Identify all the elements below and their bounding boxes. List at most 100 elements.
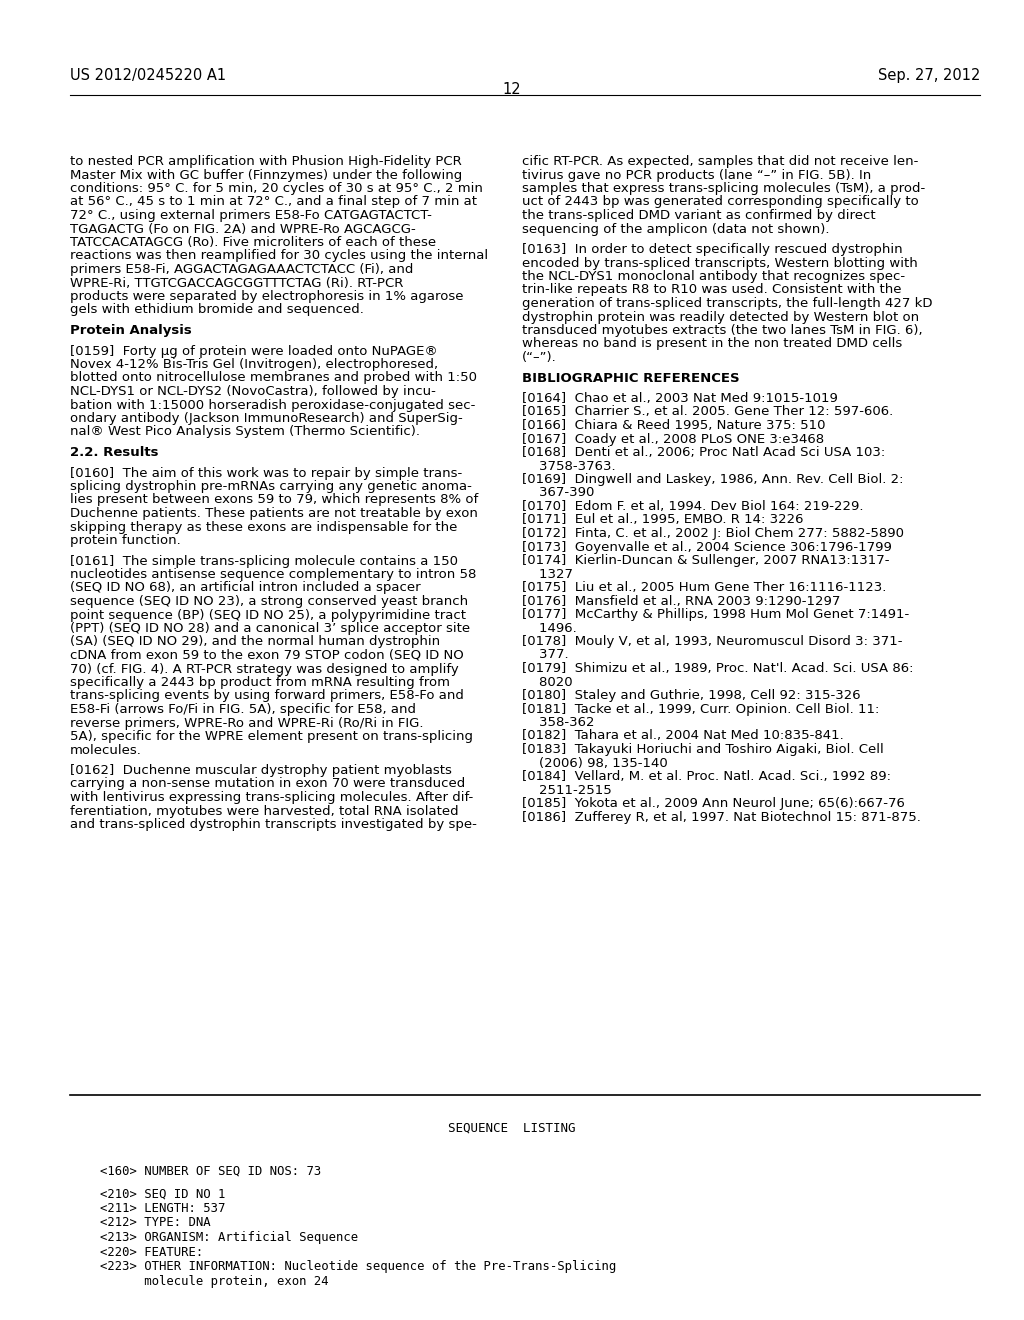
Text: the trans-spliced DMD variant as confirmed by direct: the trans-spliced DMD variant as confirm… xyxy=(522,209,876,222)
Text: (PPT) (SEQ ID NO 28) and a canonical 3’ splice acceptor site: (PPT) (SEQ ID NO 28) and a canonical 3’ … xyxy=(70,622,470,635)
Text: reactions was then reamplified for 30 cycles using the internal: reactions was then reamplified for 30 cy… xyxy=(70,249,488,263)
Text: (SEQ ID NO 68), an artificial intron included a spacer: (SEQ ID NO 68), an artificial intron inc… xyxy=(70,582,421,594)
Text: point sequence (BP) (SEQ ID NO 25), a polypyrimidine tract: point sequence (BP) (SEQ ID NO 25), a po… xyxy=(70,609,466,622)
Text: sequencing of the amplicon (data not shown).: sequencing of the amplicon (data not sho… xyxy=(522,223,829,235)
Text: [0183]  Takayuki Horiuchi and Toshiro Aigaki, Biol. Cell: [0183] Takayuki Horiuchi and Toshiro Aig… xyxy=(522,743,884,756)
Text: 1496.: 1496. xyxy=(522,622,577,635)
Text: to nested PCR amplification with Phusion High-Fidelity PCR: to nested PCR amplification with Phusion… xyxy=(70,154,462,168)
Text: whereas no band is present in the non treated DMD cells: whereas no band is present in the non tr… xyxy=(522,338,902,351)
Text: dystrophin protein was readily detected by Western blot on: dystrophin protein was readily detected … xyxy=(522,310,920,323)
Text: [0182]  Tahara et al., 2004 Nat Med 10:835-841.: [0182] Tahara et al., 2004 Nat Med 10:83… xyxy=(522,730,844,742)
Text: [0177]  McCarthy & Phillips, 1998 Hum Mol Genet 7:1491-: [0177] McCarthy & Phillips, 1998 Hum Mol… xyxy=(522,609,909,620)
Text: nucleotides antisense sequence complementary to intron 58: nucleotides antisense sequence complemen… xyxy=(70,568,476,581)
Text: Protein Analysis: Protein Analysis xyxy=(70,323,191,337)
Text: tivirus gave no PCR products (lane “–” in FIG. 5B). In: tivirus gave no PCR products (lane “–” i… xyxy=(522,169,871,181)
Text: trin-like repeats R8 to R10 was used. Consistent with the: trin-like repeats R8 to R10 was used. Co… xyxy=(522,284,901,297)
Text: specifically a 2443 bp product from mRNA resulting from: specifically a 2443 bp product from mRNA… xyxy=(70,676,450,689)
Text: transduced myotubes extracts (the two lanes TsM in FIG. 6),: transduced myotubes extracts (the two la… xyxy=(522,323,923,337)
Text: molecules.: molecules. xyxy=(70,743,142,756)
Text: [0186]  Zufferey R, et al, 1997. Nat Biotechnol 15: 871-875.: [0186] Zufferey R, et al, 1997. Nat Biot… xyxy=(522,810,921,824)
Text: [0165]  Charrier S., et al. 2005. Gene Ther 12: 597-606.: [0165] Charrier S., et al. 2005. Gene Th… xyxy=(522,405,893,418)
Text: TATCCACATAGCG (Ro). Five microliters of each of these: TATCCACATAGCG (Ro). Five microliters of … xyxy=(70,236,436,249)
Text: at 56° C., 45 s to 1 min at 72° C., and a final step of 7 min at: at 56° C., 45 s to 1 min at 72° C., and … xyxy=(70,195,477,209)
Text: [0163]  In order to detect specifically rescued dystrophin: [0163] In order to detect specifically r… xyxy=(522,243,902,256)
Text: [0169]  Dingwell and Laskey, 1986, Ann. Rev. Cell Biol. 2:: [0169] Dingwell and Laskey, 1986, Ann. R… xyxy=(522,473,903,486)
Text: conditions: 95° C. for 5 min, 20 cycles of 30 s at 95° C., 2 min: conditions: 95° C. for 5 min, 20 cycles … xyxy=(70,182,483,195)
Text: [0167]  Coady et al., 2008 PLoS ONE 3:e3468: [0167] Coady et al., 2008 PLoS ONE 3:e34… xyxy=(522,433,824,446)
Text: 377.: 377. xyxy=(522,648,568,661)
Text: TGAGACTG (Fo on FIG. 2A) and WPRE-Ro AGCAGCG-: TGAGACTG (Fo on FIG. 2A) and WPRE-Ro AGC… xyxy=(70,223,416,235)
Text: 72° C., using external primers E58-Fo CATGAGTACTCT-: 72° C., using external primers E58-Fo CA… xyxy=(70,209,432,222)
Text: [0171]  Eul et al., 1995, EMBO. R 14: 3226: [0171] Eul et al., 1995, EMBO. R 14: 322… xyxy=(522,513,804,527)
Text: [0185]  Yokota et al., 2009 Ann Neurol June; 65(6):667-76: [0185] Yokota et al., 2009 Ann Neurol Ju… xyxy=(522,797,905,810)
Text: 8020: 8020 xyxy=(522,676,572,689)
Text: 70) (cf. FIG. 4). A RT-PCR strategy was designed to amplify: 70) (cf. FIG. 4). A RT-PCR strategy was … xyxy=(70,663,459,676)
Text: (2006) 98, 135-140: (2006) 98, 135-140 xyxy=(522,756,668,770)
Text: <212> TYPE: DNA: <212> TYPE: DNA xyxy=(100,1217,211,1229)
Text: splicing dystrophin pre-mRNAs carrying any genetic anoma-: splicing dystrophin pre-mRNAs carrying a… xyxy=(70,480,472,492)
Text: <220> FEATURE:: <220> FEATURE: xyxy=(100,1246,203,1258)
Text: ferentiation, myotubes were harvested, total RNA isolated: ferentiation, myotubes were harvested, t… xyxy=(70,804,459,817)
Text: US 2012/0245220 A1: US 2012/0245220 A1 xyxy=(70,69,226,83)
Text: uct of 2443 bp was generated corresponding specifically to: uct of 2443 bp was generated correspondi… xyxy=(522,195,919,209)
Text: bation with 1:15000 horseradish peroxidase-conjugated sec-: bation with 1:15000 horseradish peroxida… xyxy=(70,399,475,412)
Text: [0173]  Goyenvalle et al., 2004 Science 306:1796-1799: [0173] Goyenvalle et al., 2004 Science 3… xyxy=(522,540,892,553)
Text: Novex 4-12% Bis-Tris Gel (Invitrogen), electrophoresed,: Novex 4-12% Bis-Tris Gel (Invitrogen), e… xyxy=(70,358,438,371)
Text: [0172]  Finta, C. et al., 2002 J: Biol Chem 277: 5882-5890: [0172] Finta, C. et al., 2002 J: Biol Ch… xyxy=(522,527,904,540)
Text: SEQUENCE  LISTING: SEQUENCE LISTING xyxy=(449,1122,575,1135)
Text: NCL-DYS1 or NCL-DYS2 (NovoCastra), followed by incu-: NCL-DYS1 or NCL-DYS2 (NovoCastra), follo… xyxy=(70,385,436,399)
Text: WPRE-Ri, TTGTCGACCAGCGGTTTCTAG (Ri). RT-PCR: WPRE-Ri, TTGTCGACCAGCGGTTTCTAG (Ri). RT-… xyxy=(70,276,403,289)
Text: carrying a non-sense mutation in exon 70 were transduced: carrying a non-sense mutation in exon 70… xyxy=(70,777,465,791)
Text: [0181]  Tacke et al., 1999, Curr. Opinion. Cell Biol. 11:: [0181] Tacke et al., 1999, Curr. Opinion… xyxy=(522,702,880,715)
Text: Master Mix with GC buffer (Finnzymes) under the following: Master Mix with GC buffer (Finnzymes) un… xyxy=(70,169,462,181)
Text: [0160]  The aim of this work was to repair by simple trans-: [0160] The aim of this work was to repai… xyxy=(70,466,462,479)
Text: (SA) (SEQ ID NO 29), and the normal human dystrophin: (SA) (SEQ ID NO 29), and the normal huma… xyxy=(70,635,440,648)
Text: encoded by trans-spliced transcripts, Western blotting with: encoded by trans-spliced transcripts, We… xyxy=(522,256,918,269)
Text: <213> ORGANISM: Artificial Sequence: <213> ORGANISM: Artificial Sequence xyxy=(100,1232,358,1243)
Text: and trans-spliced dystrophin transcripts investigated by spe-: and trans-spliced dystrophin transcripts… xyxy=(70,818,477,832)
Text: [0168]  Denti et al., 2006; Proc Natl Acad Sci USA 103:: [0168] Denti et al., 2006; Proc Natl Aca… xyxy=(522,446,886,459)
Text: protein function.: protein function. xyxy=(70,535,181,546)
Text: [0180]  Staley and Guthrie, 1998, Cell 92: 315-326: [0180] Staley and Guthrie, 1998, Cell 92… xyxy=(522,689,860,702)
Text: 358-362: 358-362 xyxy=(522,715,595,729)
Text: cific RT-PCR. As expected, samples that did not receive len-: cific RT-PCR. As expected, samples that … xyxy=(522,154,919,168)
Text: [0159]  Forty μg of protein were loaded onto NuPAGE®: [0159] Forty μg of protein were loaded o… xyxy=(70,345,437,358)
Text: Sep. 27, 2012: Sep. 27, 2012 xyxy=(878,69,980,83)
Text: [0179]  Shimizu et al., 1989, Proc. Nat'l. Acad. Sci. USA 86:: [0179] Shimizu et al., 1989, Proc. Nat'l… xyxy=(522,663,913,675)
Text: primers E58-Fi, AGGACTAGAGAAACTCTACC (Fi), and: primers E58-Fi, AGGACTAGAGAAACTCTACC (Fi… xyxy=(70,263,414,276)
Text: [0178]  Mouly V, et al, 1993, Neuromuscul Disord 3: 371-: [0178] Mouly V, et al, 1993, Neuromuscul… xyxy=(522,635,902,648)
Text: generation of trans-spliced transcripts, the full-length 427 kD: generation of trans-spliced transcripts,… xyxy=(522,297,933,310)
Text: [0164]  Chao et al., 2003 Nat Med 9:1015-1019: [0164] Chao et al., 2003 Nat Med 9:1015-… xyxy=(522,392,838,405)
Text: <210> SEQ ID NO 1: <210> SEQ ID NO 1 xyxy=(100,1188,225,1200)
Text: <223> OTHER INFORMATION: Nucleotide sequence of the Pre-Trans-Splicing: <223> OTHER INFORMATION: Nucleotide sequ… xyxy=(100,1261,616,1272)
Text: 2.2. Results: 2.2. Results xyxy=(70,446,159,459)
Text: [0174]  Kierlin-Duncan & Sullenger, 2007 RNA13:1317-: [0174] Kierlin-Duncan & Sullenger, 2007 … xyxy=(522,554,890,568)
Text: [0161]  The simple trans-splicing molecule contains a 150: [0161] The simple trans-splicing molecul… xyxy=(70,554,458,568)
Text: 367-390: 367-390 xyxy=(522,487,594,499)
Text: 1327: 1327 xyxy=(522,568,573,581)
Text: [0170]  Edom F. et al, 1994. Dev Biol 164: 219-229.: [0170] Edom F. et al, 1994. Dev Biol 164… xyxy=(522,500,863,513)
Text: [0162]  Duchenne muscular dystrophy patient myoblasts: [0162] Duchenne muscular dystrophy patie… xyxy=(70,764,452,777)
Text: the NCL-DYS1 monoclonal antibody that recognizes spec-: the NCL-DYS1 monoclonal antibody that re… xyxy=(522,271,905,282)
Text: [0166]  Chiara & Reed 1995, Nature 375: 510: [0166] Chiara & Reed 1995, Nature 375: 5… xyxy=(522,418,825,432)
Text: [0184]  Vellard, M. et al. Proc. Natl. Acad. Sci., 1992 89:: [0184] Vellard, M. et al. Proc. Natl. Ac… xyxy=(522,770,891,783)
Text: blotted onto nitrocellulose membranes and probed with 1:50: blotted onto nitrocellulose membranes an… xyxy=(70,371,477,384)
Text: 5A), specific for the WPRE element present on trans-splicing: 5A), specific for the WPRE element prese… xyxy=(70,730,473,743)
Text: samples that express trans-splicing molecules (TsM), a prod-: samples that express trans-splicing mole… xyxy=(522,182,926,195)
Text: 2511-2515: 2511-2515 xyxy=(522,784,611,796)
Text: with lentivirus expressing trans-splicing molecules. After dif-: with lentivirus expressing trans-splicin… xyxy=(70,791,473,804)
Text: products were separated by electrophoresis in 1% agarose: products were separated by electrophores… xyxy=(70,290,464,304)
Text: E58-Fi (arrows Fo/Fi in FIG. 5A), specific for E58, and: E58-Fi (arrows Fo/Fi in FIG. 5A), specif… xyxy=(70,704,416,715)
Text: gels with ethidium bromide and sequenced.: gels with ethidium bromide and sequenced… xyxy=(70,304,364,317)
Text: lies present between exons 59 to 79, which represents 8% of: lies present between exons 59 to 79, whi… xyxy=(70,494,478,507)
Text: <160> NUMBER OF SEQ ID NOS: 73: <160> NUMBER OF SEQ ID NOS: 73 xyxy=(100,1166,322,1177)
Text: <211> LENGTH: 537: <211> LENGTH: 537 xyxy=(100,1203,225,1214)
Text: [0175]  Liu et al., 2005 Hum Gene Ther 16:1116-1123.: [0175] Liu et al., 2005 Hum Gene Ther 16… xyxy=(522,581,887,594)
Text: BIBLIOGRAPHIC REFERENCES: BIBLIOGRAPHIC REFERENCES xyxy=(522,371,739,384)
Text: [0176]  Mansfield et al., RNA 2003 9:1290-1297: [0176] Mansfield et al., RNA 2003 9:1290… xyxy=(522,594,841,607)
Text: trans-splicing events by using forward primers, E58-Fo and: trans-splicing events by using forward p… xyxy=(70,689,464,702)
Text: cDNA from exon 59 to the exon 79 STOP codon (SEQ ID NO: cDNA from exon 59 to the exon 79 STOP co… xyxy=(70,649,464,663)
Text: 3758-3763.: 3758-3763. xyxy=(522,459,615,473)
Text: molecule protein, exon 24: molecule protein, exon 24 xyxy=(100,1275,329,1287)
Text: sequence (SEQ ID NO 23), a strong conserved yeast branch: sequence (SEQ ID NO 23), a strong conser… xyxy=(70,595,468,609)
